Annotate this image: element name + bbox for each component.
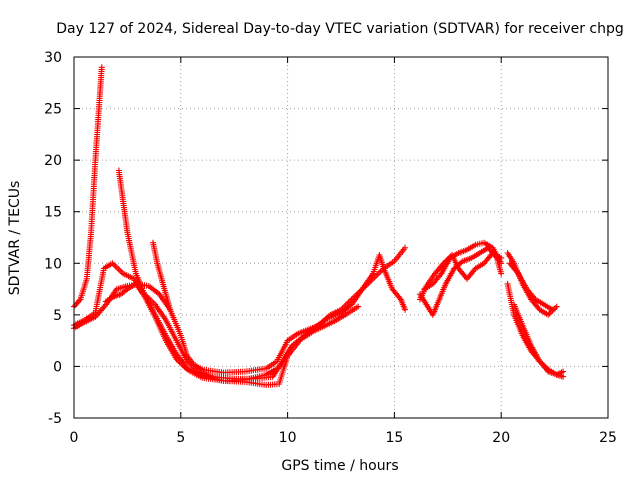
series-markers bbox=[504, 280, 567, 378]
series-arc-12 bbox=[506, 260, 556, 313]
series-arc-6 bbox=[150, 239, 174, 313]
y-tick-labels: -5 0 5 10 15 20 25 30 bbox=[44, 50, 62, 427]
x-tick-label: 15 bbox=[385, 430, 403, 446]
series-markers bbox=[150, 239, 174, 313]
y-tick-label: 10 bbox=[44, 256, 62, 272]
series-markers bbox=[511, 301, 567, 380]
series-markers bbox=[506, 260, 556, 313]
series-markers bbox=[103, 280, 280, 384]
axis-ticks bbox=[73, 56, 609, 419]
x-tick-label: 25 bbox=[599, 430, 617, 446]
series-markers bbox=[421, 239, 505, 293]
series-arc-9 bbox=[421, 239, 505, 293]
series-arc-4 bbox=[115, 167, 362, 388]
series-arc-1 bbox=[71, 64, 105, 310]
x-tick-label: 0 bbox=[70, 430, 79, 446]
x-axis-title: GPS time / hours bbox=[281, 458, 398, 474]
y-tick-label: 20 bbox=[44, 153, 62, 169]
y-tick-label: 30 bbox=[44, 50, 62, 66]
series-arc-3 bbox=[71, 252, 409, 382]
series-markers bbox=[115, 167, 362, 388]
series-arc-8 bbox=[417, 250, 505, 303]
x-tick-label: 10 bbox=[279, 430, 297, 446]
series-arc-13 bbox=[511, 301, 567, 380]
y-axis-title: SDTVAR / TECUs bbox=[7, 181, 23, 296]
series-markers bbox=[71, 64, 105, 310]
series-markers bbox=[71, 252, 409, 382]
x-tick-label: 5 bbox=[176, 430, 185, 446]
y-tick-label: 15 bbox=[44, 205, 62, 221]
chart-title: Day 127 of 2024, Sidereal Day-to-day VTE… bbox=[56, 21, 624, 37]
y-tick-label: -5 bbox=[48, 411, 62, 427]
series-arc-5 bbox=[103, 280, 280, 384]
x-tick-label: 20 bbox=[492, 430, 510, 446]
grid-lines bbox=[74, 57, 608, 418]
x-tick-labels: 0 5 10 15 20 25 bbox=[70, 430, 617, 446]
y-tick-label: 5 bbox=[53, 308, 62, 324]
y-tick-label: 0 bbox=[53, 359, 62, 375]
series-markers bbox=[417, 250, 505, 303]
data-series-layer bbox=[71, 64, 567, 388]
series-markers bbox=[71, 244, 409, 376]
plot-frame bbox=[73, 56, 609, 419]
y-tick-label: 25 bbox=[44, 102, 62, 118]
series-arc-2 bbox=[71, 244, 409, 376]
series-arc-11 bbox=[504, 280, 567, 378]
